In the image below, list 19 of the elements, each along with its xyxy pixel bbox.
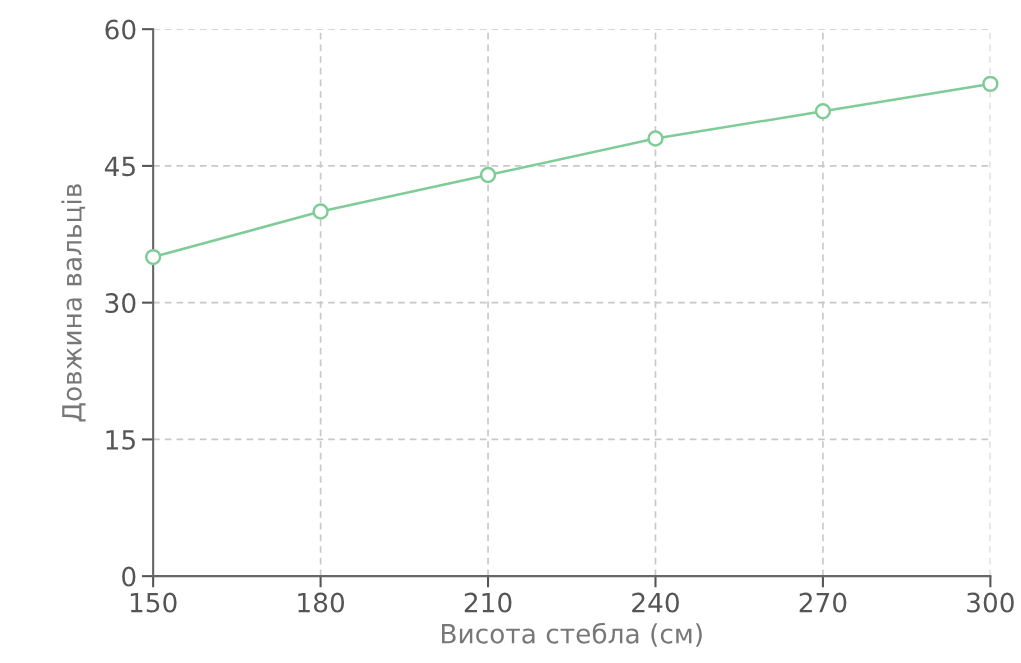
y-tick-label: 45 <box>104 156 135 177</box>
x-tick-label: 270 <box>799 592 847 613</box>
point <box>647 130 664 147</box>
y-axis-title: Довжина вальців <box>61 184 86 422</box>
x-tick-label: 180 <box>298 592 345 613</box>
point <box>144 248 162 266</box>
y-tick-label: 60 <box>105 19 136 40</box>
y-tick-label: 0 <box>122 566 136 587</box>
x-tick-label: 150 <box>130 592 177 613</box>
point <box>312 203 329 220</box>
point <box>982 75 999 93</box>
point <box>814 103 832 120</box>
x-tick-label: 300 <box>967 592 1014 613</box>
y-tick-label: 30 <box>105 293 136 314</box>
y-tick-label: 15 <box>106 430 135 450</box>
point <box>479 166 497 184</box>
x-tick-label: 240 <box>632 592 679 613</box>
x-axis-title: Висота стебла (см) <box>442 622 702 647</box>
x-tick-label: 210 <box>464 592 512 613</box>
